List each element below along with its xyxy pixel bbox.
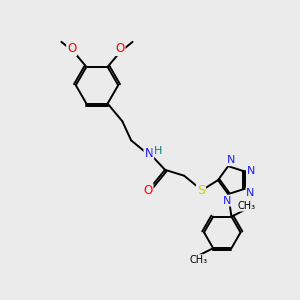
Text: S: S <box>197 184 205 196</box>
Text: N: N <box>227 155 235 165</box>
Text: O: O <box>115 42 124 55</box>
Text: N: N <box>246 188 255 198</box>
Text: N: N <box>247 167 255 176</box>
Text: O: O <box>67 42 76 55</box>
Text: H: H <box>154 146 162 156</box>
Text: O: O <box>143 184 153 197</box>
Text: N: N <box>144 147 153 160</box>
Text: CH₃: CH₃ <box>238 201 256 211</box>
Text: CH₃: CH₃ <box>189 255 208 265</box>
Text: N: N <box>223 196 231 206</box>
